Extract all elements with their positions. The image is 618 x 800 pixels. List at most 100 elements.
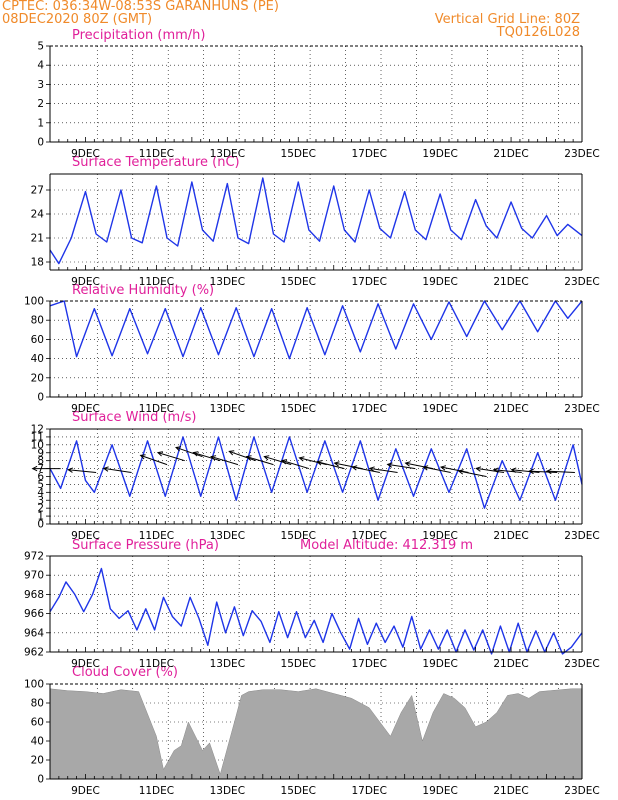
- pressure-ylabel: 962: [24, 647, 44, 659]
- pressure-ylabel: 972: [24, 551, 44, 563]
- wind-vector-head: [210, 455, 217, 461]
- cloud-cover-xlabel: 15DEC: [281, 785, 316, 797]
- temperature-xlabel: 13DEC: [210, 276, 245, 288]
- wind-vector: [317, 461, 345, 470]
- temperature-ylabel: 21: [31, 233, 44, 245]
- wind-vector-head: [368, 466, 375, 472]
- precipitation-xlabel: 11DEC: [139, 148, 174, 160]
- vertical-grid-note: Vertical Grid Line: 80Z: [434, 12, 580, 27]
- wind-ylabel: 12: [31, 424, 44, 436]
- wind-vector-head: [139, 454, 146, 460]
- humidity-title: Relative Humidity (%): [72, 283, 215, 298]
- pressure-title: Surface Pressure (hPa): [72, 538, 219, 553]
- wind-vector-head: [298, 456, 305, 462]
- wind-vector: [140, 454, 168, 466]
- wind-vector: [193, 452, 221, 462]
- wind-vector-head: [545, 468, 552, 475]
- temperature-ylabel: 24: [31, 209, 45, 221]
- cloud-cover-xlabel: 21DEC: [493, 785, 528, 797]
- temperature-line: [49, 177, 583, 265]
- wind-vector-head: [351, 465, 358, 471]
- precipitation-ylabel: 5: [37, 41, 44, 53]
- wind-vector-head: [228, 450, 235, 456]
- wind-ylabel: 3: [37, 495, 44, 507]
- wind-vector: [175, 446, 203, 458]
- wind-vector-head: [510, 467, 517, 473]
- wind-vector: [511, 469, 540, 474]
- cloud-cover-xlabel: 23DEC: [564, 785, 599, 797]
- cloud-cover-ylabel: 100: [24, 679, 44, 691]
- temperature-ylabel: 18: [31, 257, 44, 269]
- pressure-ylabel: 966: [24, 608, 44, 620]
- humidity-xlabel: 21DEC: [493, 403, 528, 415]
- wind-xlabel: 17DEC: [351, 530, 386, 542]
- wind-vector: [352, 466, 380, 474]
- precipitation-ylabel: 1: [37, 117, 44, 129]
- wind-xlabel: 19DEC: [422, 530, 457, 542]
- precipitation-ylabel: 2: [37, 98, 44, 110]
- temperature-xlabel: 11DEC: [139, 276, 174, 288]
- precipitation-xlabel: 13DEC: [210, 148, 245, 160]
- wind-vector-head: [492, 467, 499, 473]
- pressure-xlabel: 17DEC: [351, 658, 386, 670]
- wind-xlabel: 9DEC: [71, 530, 100, 542]
- wind-vector: [423, 466, 451, 474]
- humidity-ylabel: 60: [31, 334, 44, 346]
- wind-ylabel: 4: [37, 487, 44, 499]
- model-code: TQ0126L028: [496, 25, 580, 40]
- cloud-cover-ylabel: 40: [31, 736, 44, 748]
- humidity-xlabel: 17DEC: [351, 403, 386, 415]
- wind-vector-head: [281, 459, 288, 465]
- humidity-xlabel: 15DEC: [281, 403, 316, 415]
- wind-xlabel: 23DEC: [564, 530, 599, 542]
- wind-vector-head: [475, 466, 482, 472]
- wind-vector: [264, 456, 292, 466]
- pressure-line: [49, 567, 583, 655]
- pressure-xlabel: 15DEC: [281, 658, 316, 670]
- wind-ylabel: 1: [37, 511, 44, 523]
- wind-vector-head: [422, 465, 429, 471]
- humidity-xlabel: 9DEC: [71, 403, 100, 415]
- pressure-ylabel: 968: [24, 589, 44, 601]
- wind-vector: [529, 470, 558, 474]
- wind-vector-head: [102, 466, 109, 472]
- temperature-title: Surface Temperature (nC): [72, 155, 240, 170]
- wind-ylabel: 8: [37, 455, 44, 467]
- pressure-ylabel: 964: [24, 627, 44, 639]
- precipitation-xlabel: 23DEC: [564, 148, 599, 160]
- wind-ylabel: 7: [37, 463, 44, 475]
- wind-vector-head: [333, 461, 340, 467]
- humidity-xlabel: 23DEC: [564, 403, 599, 415]
- wind-vector: [281, 460, 310, 470]
- wind-vector-head: [386, 462, 393, 468]
- temperature-xlabel: 21DEC: [493, 276, 528, 288]
- wind-vector: [369, 467, 398, 474]
- wind-vector-head: [156, 451, 163, 457]
- wind-line: [49, 436, 583, 509]
- cloud-cover-ylabel: 20: [31, 755, 44, 767]
- wind-vector-head: [245, 455, 252, 461]
- cloud-cover-title: Cloud Cover (%): [72, 665, 178, 680]
- wind-vector-head: [528, 468, 534, 475]
- humidity-ylabel: 40: [31, 353, 44, 365]
- pressure-ylabel: 970: [24, 570, 44, 582]
- wind-vector-head: [175, 446, 182, 452]
- wind-vector: [103, 467, 132, 474]
- precipitation-ylabel: 3: [37, 79, 44, 91]
- cloud-cover-area: [49, 688, 583, 780]
- wind-ylabel: 2: [37, 503, 44, 515]
- cloud-cover-xlabel: 9DEC: [71, 785, 100, 797]
- cloud-cover-xlabel: 13DEC: [210, 785, 245, 797]
- model-altitude-annotation: Model Altitude: 412.319 m: [300, 538, 474, 553]
- wind-ylabel: 9: [37, 447, 44, 459]
- precipitation-ylabel: 4: [37, 60, 44, 72]
- pressure-xlabel: 19DEC: [422, 658, 457, 670]
- wind-vector-head: [316, 460, 323, 466]
- cloud-cover-ylabel: 80: [31, 698, 44, 710]
- precipitation-xlabel: 21DEC: [493, 148, 528, 160]
- precipitation-xlabel: 15DEC: [281, 148, 316, 160]
- precipitation-title: Precipitation (mm/h): [72, 28, 206, 43]
- humidity-xlabel: 11DEC: [139, 403, 174, 415]
- wind-xlabel: 11DEC: [139, 530, 174, 542]
